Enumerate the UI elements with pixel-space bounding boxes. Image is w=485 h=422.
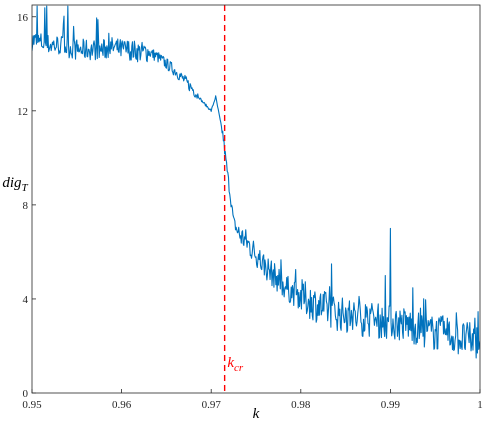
y-tick-label: 12 bbox=[17, 106, 28, 118]
x-tick-label: 0.98 bbox=[291, 399, 311, 411]
critical-k-label-main: k bbox=[227, 355, 234, 371]
x-tick-label: 1 bbox=[477, 399, 483, 411]
series-layer bbox=[32, 5, 480, 359]
y-tick-label: 0 bbox=[23, 388, 29, 400]
x-tick-label: 0.96 bbox=[112, 399, 132, 411]
x-tick-label: 0.99 bbox=[381, 399, 401, 411]
y-axis-title: digT bbox=[2, 175, 28, 194]
plot-background bbox=[32, 5, 480, 393]
x-axis-title: k bbox=[253, 406, 260, 422]
y-tick-label: 8 bbox=[23, 200, 29, 212]
y-tick-label: 4 bbox=[23, 294, 29, 306]
critical-k-label-subscript: cr bbox=[234, 362, 244, 374]
y-tick-label: 16 bbox=[17, 12, 29, 24]
y-axis-title-main: dig bbox=[2, 175, 22, 191]
x-tick-label: 0.95 bbox=[22, 399, 42, 411]
x-tick-label: 0.97 bbox=[202, 399, 222, 411]
plot-frame bbox=[31, 4, 481, 394]
series-line bbox=[32, 5, 480, 359]
y-axis: 0 4 8 12 16 bbox=[17, 12, 36, 400]
critical-k-label: kcr bbox=[227, 355, 244, 374]
x-axis: 0.95 0.96 0.97 0.98 0.99 1 bbox=[22, 389, 483, 411]
y-axis-title-subscript: T bbox=[22, 182, 29, 194]
